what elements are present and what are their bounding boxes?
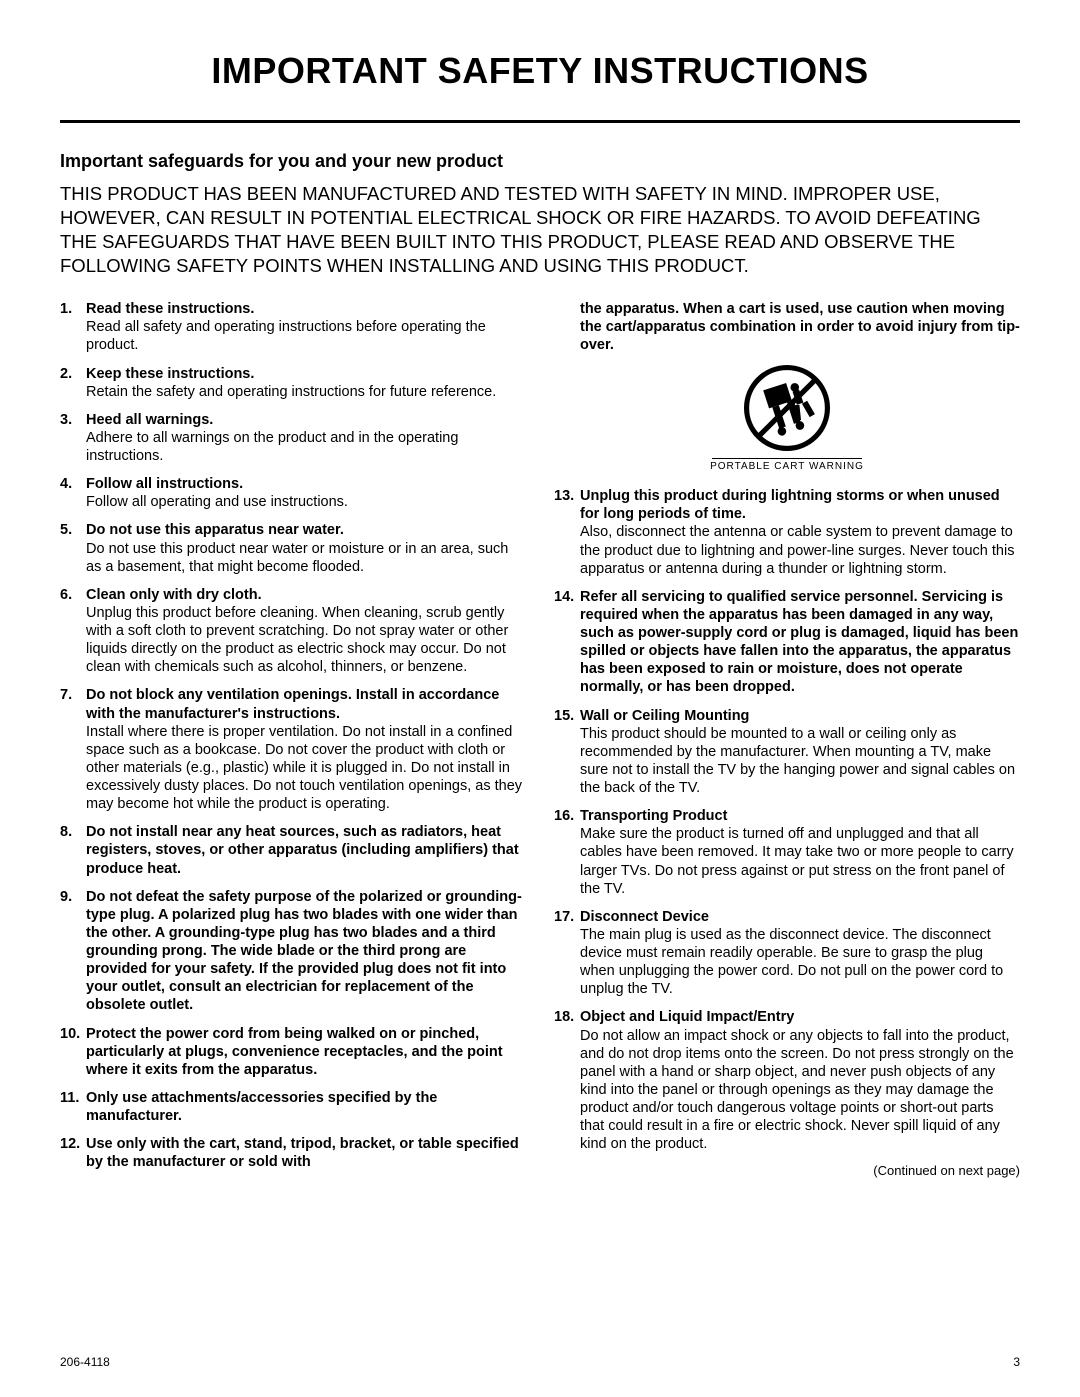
instruction-body: Also, disconnect the antenna or cable sy… — [580, 523, 1020, 577]
instruction-item: Do not block any ventilation openings. I… — [60, 686, 526, 813]
instruction-body: Adhere to all warnings on the product an… — [86, 429, 526, 465]
instruction-body: This product should be mounted to a wall… — [580, 725, 1020, 798]
intro-paragraph: THIS PRODUCT HAS BEEN MANUFACTURED AND T… — [60, 182, 1020, 278]
instruction-item: Heed all warnings.Adhere to all warnings… — [60, 411, 526, 465]
instruction-body: Follow all operating and use instruction… — [86, 493, 526, 511]
cart-warning-label: PORTABLE CART WARNING — [554, 461, 1020, 474]
instruction-title: Follow all instructions. — [86, 476, 243, 492]
item12-continuation: the apparatus. When a cart is used, use … — [554, 300, 1020, 354]
instruction-title: Heed all warnings. — [86, 412, 213, 428]
instruction-list-left: Read these instructions.Read all safety … — [60, 300, 526, 1171]
instruction-item: Only use attachments/accessories specifi… — [60, 1089, 526, 1125]
instruction-item: Refer all servicing to qualified service… — [554, 588, 1020, 697]
instruction-title: Use only with the cart, stand, tripod, b… — [86, 1136, 519, 1170]
instruction-item: Keep these instructions.Retain the safet… — [60, 365, 526, 401]
column-left: Read these instructions.Read all safety … — [60, 300, 526, 1181]
cart-warning-figure: PORTABLE CART WARNING — [554, 365, 1020, 474]
instruction-item: Use only with the cart, stand, tripod, b… — [60, 1135, 526, 1171]
doc-number: 206-4118 — [60, 1355, 110, 1369]
instruction-body: Do not allow an impact shock or any obje… — [580, 1027, 1020, 1154]
instruction-item: Protect the power cord from being walked… — [60, 1025, 526, 1079]
instruction-item: Transporting ProductMake sure the produc… — [554, 807, 1020, 898]
instruction-item: Read these instructions.Read all safety … — [60, 300, 526, 354]
instruction-title: Do not defeat the safety purpose of the … — [86, 889, 522, 1014]
instruction-item: Unplug this product during lightning sto… — [554, 487, 1020, 578]
instruction-title: Refer all servicing to qualified service… — [580, 589, 1018, 696]
instruction-title: Clean only with dry cloth. — [86, 587, 262, 603]
instruction-title: Object and Liquid Impact/Entry — [580, 1009, 794, 1025]
page-number: 3 — [1013, 1355, 1020, 1369]
page-footer: 206-4118 3 — [60, 1355, 1020, 1369]
instruction-item: Wall or Ceiling MountingThis product sho… — [554, 707, 1020, 798]
instruction-title: Protect the power cord from being walked… — [86, 1026, 503, 1078]
instruction-item: Do not install near any heat sources, su… — [60, 823, 526, 877]
instruction-item: Disconnect DeviceThe main plug is used a… — [554, 908, 1020, 999]
two-column-body: Read these instructions.Read all safety … — [60, 300, 1020, 1181]
title-rule — [60, 120, 1020, 123]
instruction-body: Make sure the product is turned off and … — [580, 825, 1020, 898]
instruction-title: Keep these instructions. — [86, 366, 254, 382]
instruction-body: Unplug this product before cleaning. Whe… — [86, 604, 526, 677]
continued-note: (Continued on next page) — [554, 1163, 1020, 1179]
instruction-body: Read all safety and operating instructio… — [86, 318, 526, 354]
section-subhead: Important safeguards for you and your ne… — [60, 151, 1020, 172]
instruction-item: Follow all instructions.Follow all opera… — [60, 475, 526, 511]
instruction-title: Transporting Product — [580, 808, 727, 824]
instruction-item: Object and Liquid Impact/Entry Do not all… — [554, 1008, 1020, 1153]
instruction-title: Do not block any ventilation openings. I… — [86, 687, 499, 721]
cart-warning-icon — [744, 365, 830, 456]
instruction-title: Do not use this apparatus near water. — [86, 522, 344, 538]
instruction-item: Clean only with dry cloth.Unplug this pr… — [60, 586, 526, 677]
instruction-title: Read these instructions. — [86, 301, 254, 317]
instruction-title: Unplug this product during lightning sto… — [580, 488, 1000, 522]
column-right: the apparatus. When a cart is used, use … — [554, 300, 1020, 1181]
instruction-body: Install where there is proper ventilatio… — [86, 723, 526, 814]
instruction-body: The main plug is used as the disconnect … — [580, 926, 1020, 999]
instruction-title: Do not install near any heat sources, su… — [86, 824, 519, 876]
instruction-item: Do not use this apparatus near water. Do … — [60, 521, 526, 575]
instruction-body: Do not use this product near water or mo… — [86, 540, 526, 576]
page-title: IMPORTANT SAFETY INSTRUCTIONS — [60, 50, 1020, 92]
instruction-title: Only use attachments/accessories specifi… — [86, 1090, 437, 1124]
instruction-title: Wall or Ceiling Mounting — [580, 708, 749, 724]
instruction-list-right: Unplug this product during lightning sto… — [554, 487, 1020, 1153]
instruction-item: Do not defeat the safety purpose of the … — [60, 888, 526, 1015]
instruction-title: Disconnect Device — [580, 909, 709, 925]
instruction-body: Retain the safety and operating instruct… — [86, 383, 526, 401]
